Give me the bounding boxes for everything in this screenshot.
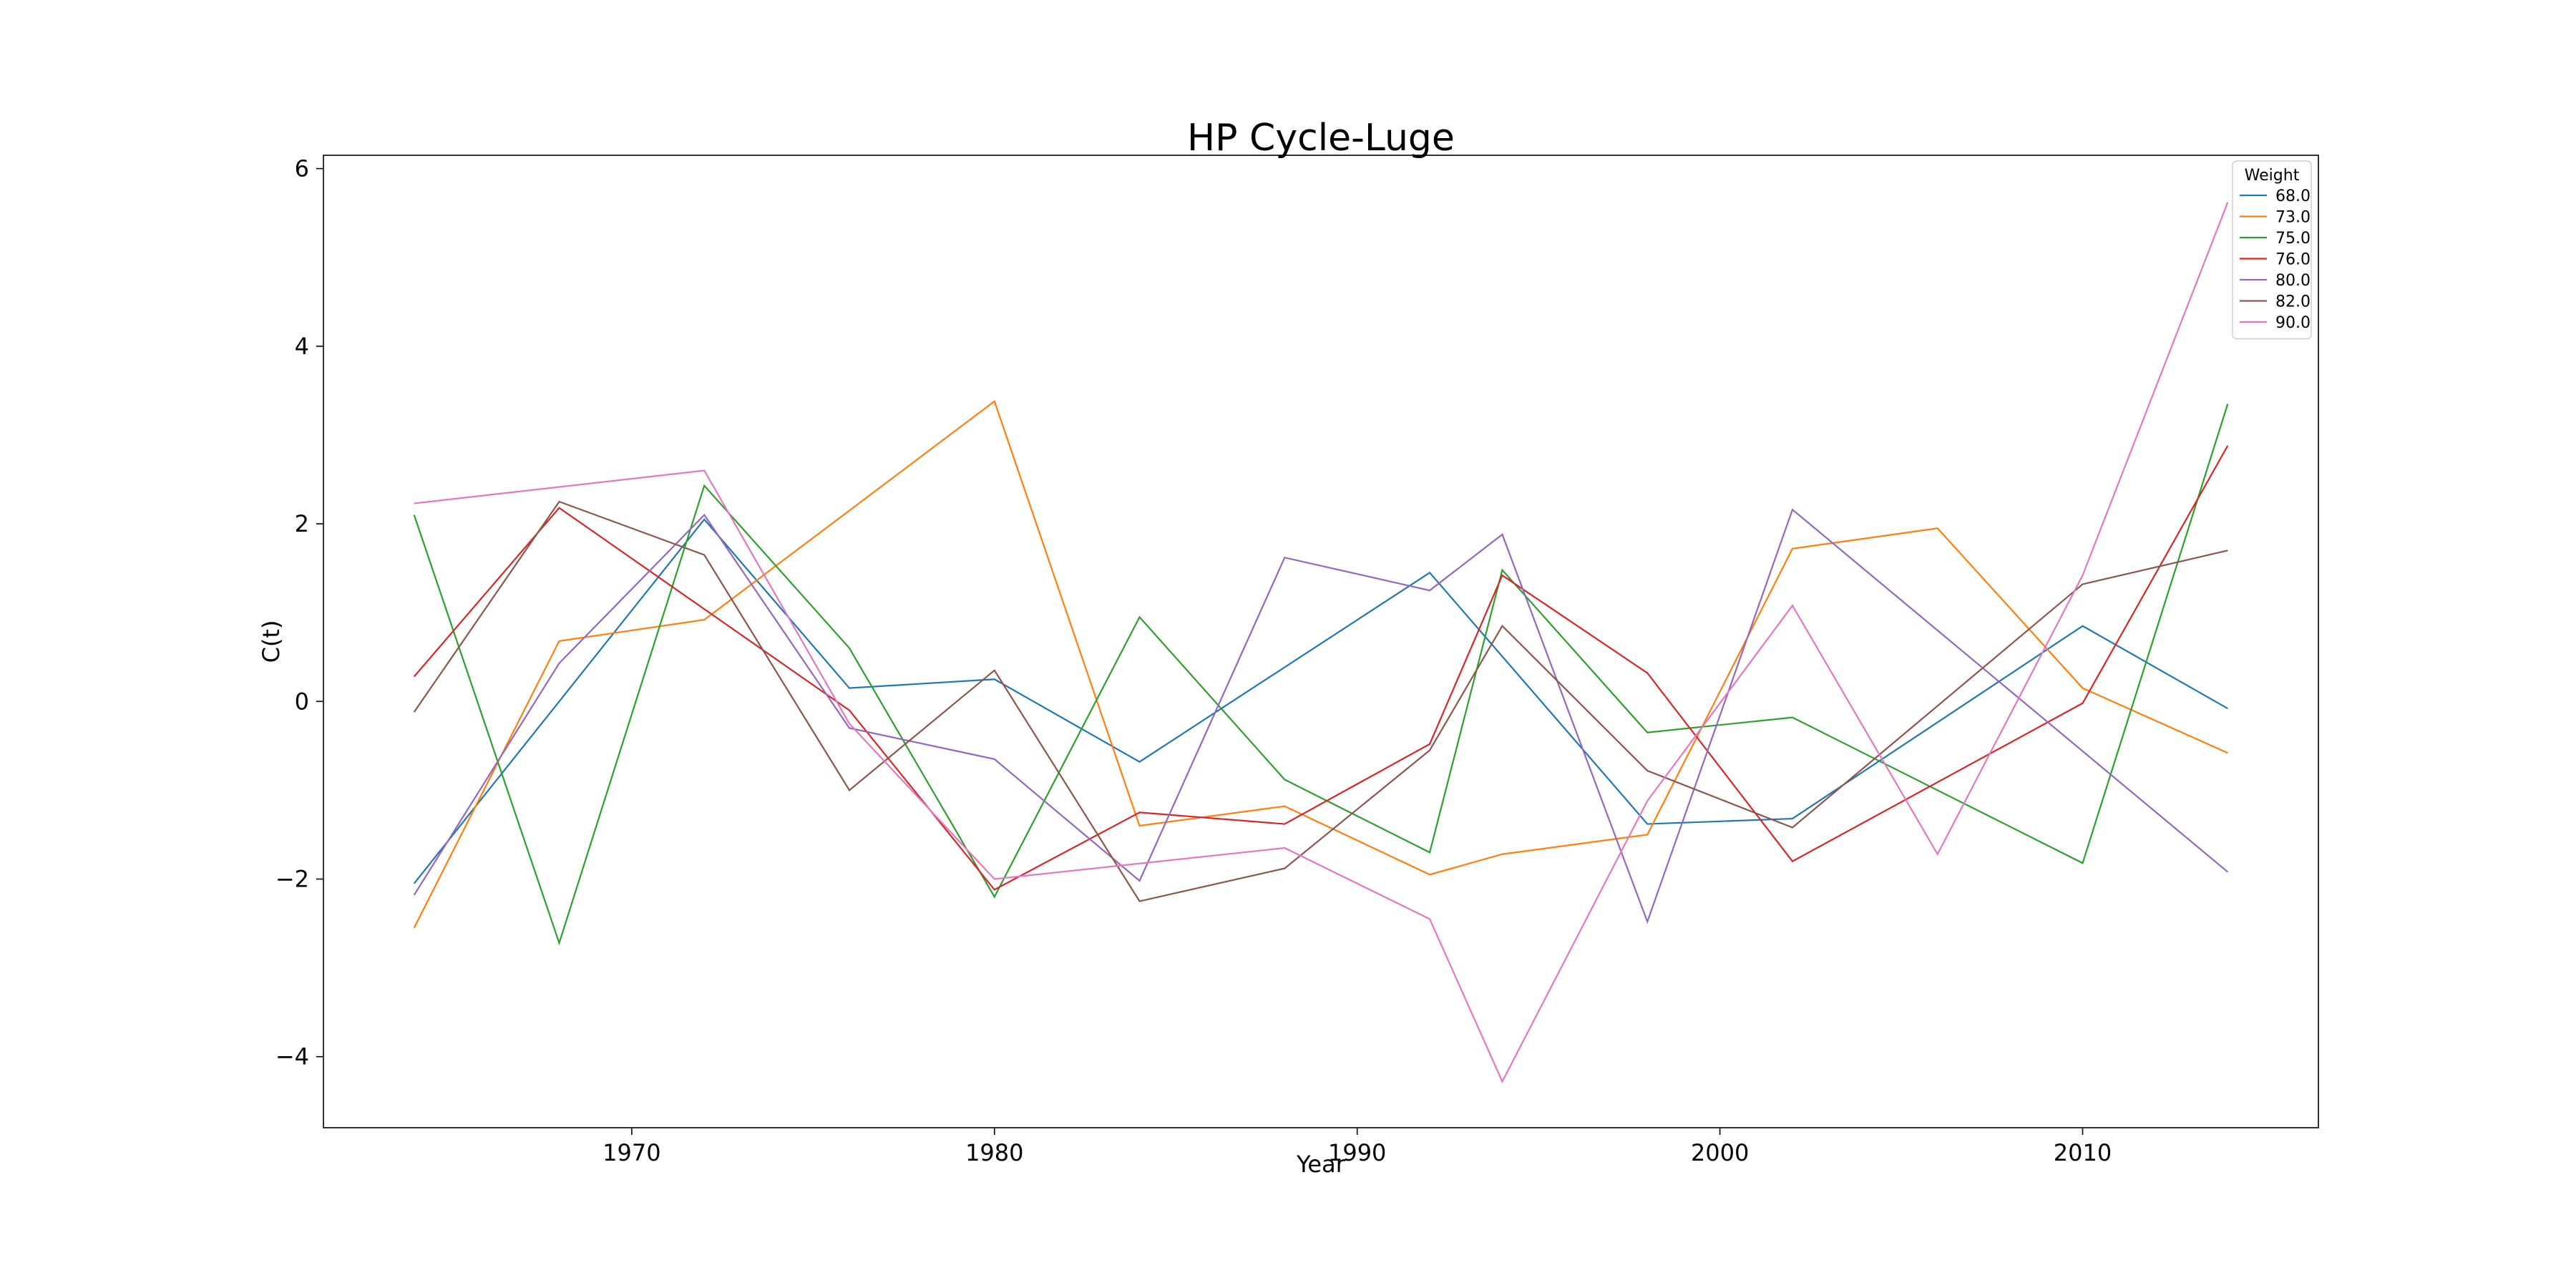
x-axis-label: Year	[1296, 1151, 1346, 1178]
legend-entry-label: 75.0	[2275, 230, 2311, 248]
y-axis-ticks: −4 −2 0 2 4 6	[275, 155, 323, 1070]
series-line-75-0	[413, 404, 2229, 946]
y-tick-label: 4	[295, 333, 309, 360]
legend-title: Weight	[2245, 167, 2300, 185]
y-axis-label: C(t)	[258, 620, 285, 663]
series-line-76-0	[413, 445, 2229, 891]
legend: Weight 68.0 73.0 75.0 76.0 80.0 82.0 90.0	[2232, 160, 2312, 340]
y-tick-label: 6	[295, 155, 309, 182]
y-tick-label: 0	[295, 688, 309, 715]
axes-frame	[323, 155, 2319, 1128]
x-axis-ticks: 1970 1980 1990 2000 2010	[602, 1128, 2112, 1166]
x-tick-label: 1990	[1328, 1139, 1386, 1166]
chart-title: HP Cycle-Luge	[1187, 117, 1455, 160]
series-line-80-0	[413, 508, 2228, 924]
legend-entry-label: 90.0	[2275, 314, 2311, 332]
series-line-68-0	[413, 518, 2228, 884]
series-layer	[413, 202, 2229, 1083]
legend-box	[2232, 160, 2312, 340]
legend-entry-label: 76.0	[2275, 251, 2311, 269]
legend-entry-label: 73.0	[2275, 209, 2311, 227]
y-tick-label: 2	[295, 510, 309, 537]
series-line-90-0	[414, 202, 2229, 1083]
x-tick-label: 1970	[602, 1139, 660, 1166]
x-tick-label: 1980	[965, 1139, 1023, 1166]
x-tick-label: 2000	[1691, 1139, 1749, 1166]
x-tick-label: 2010	[2054, 1139, 2112, 1166]
series-line-73-0	[413, 399, 2228, 929]
y-tick-label: −4	[275, 1043, 309, 1070]
y-tick-label: −2	[275, 865, 309, 892]
legend-entry-label: 68.0	[2275, 187, 2311, 205]
legend-entry-label: 82.0	[2275, 293, 2311, 311]
series-line-82-0	[413, 500, 2228, 902]
legend-entry-label: 80.0	[2275, 272, 2311, 290]
